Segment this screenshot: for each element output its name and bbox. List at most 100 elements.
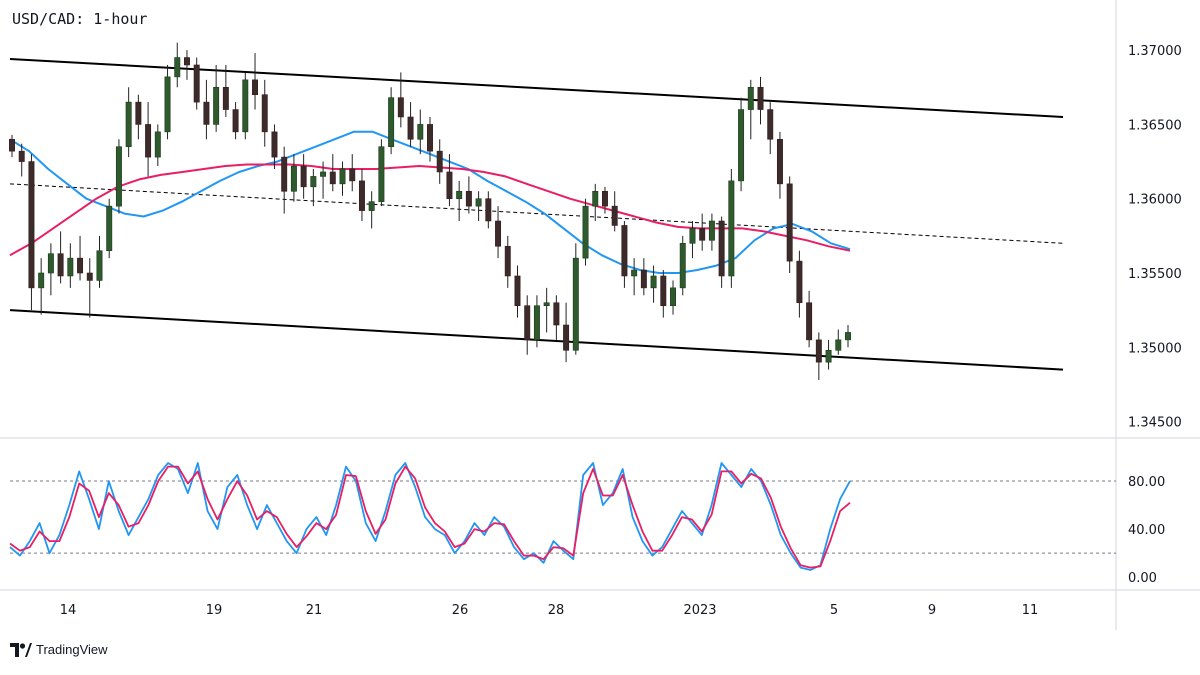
- candle-body: [115, 146, 122, 207]
- candle-body: [9, 138, 15, 152]
- candle-body: [436, 150, 443, 173]
- candle-body: [553, 302, 560, 326]
- candle-body: [572, 257, 579, 351]
- candle-body: [67, 257, 74, 277]
- candle-body: [485, 198, 492, 222]
- date-tick-label: 19: [206, 603, 223, 618]
- candle-body: [776, 138, 783, 185]
- candle-body: [611, 205, 618, 226]
- candle-body: [563, 324, 570, 351]
- candle-body: [368, 201, 375, 211]
- candle-body: [300, 165, 307, 188]
- oscillator-tick-label: 0.00: [1128, 571, 1157, 586]
- candle-body: [456, 190, 463, 200]
- candle-body: [184, 57, 190, 66]
- date-tick-label: 11: [1022, 603, 1039, 618]
- candle-body: [252, 79, 258, 95]
- date-tick-label: 5: [830, 603, 838, 618]
- date-tick-label: 28: [548, 603, 565, 618]
- candle-body: [738, 109, 745, 182]
- candle-body: [465, 190, 472, 207]
- panel-separators: [0, 0, 1200, 630]
- candle-body: [203, 101, 210, 125]
- stochastic-k-line: [9, 462, 851, 571]
- candlesticks: [9, 42, 851, 380]
- oscillator-tick-label: 80.00: [1128, 475, 1165, 490]
- candle-body: [718, 220, 725, 277]
- price-tick-label: 1.35000: [1128, 341, 1182, 356]
- candle-body: [388, 97, 395, 148]
- candle-body: [417, 124, 424, 140]
- candle-body: [145, 124, 152, 158]
- candle-body: [281, 156, 288, 192]
- candle-body: [835, 339, 842, 351]
- candle-body: [349, 168, 356, 182]
- date-tick-label: 9: [928, 603, 936, 618]
- stochastic-oscillator: [9, 462, 851, 571]
- date-tick-label: 2023: [683, 603, 716, 618]
- candle-body: [631, 269, 638, 277]
- brand-name: TradingView: [36, 642, 108, 657]
- candle-body: [747, 86, 754, 110]
- stochastic-d-line: [9, 465, 851, 569]
- candle-body: [845, 332, 851, 341]
- candle-body: [96, 250, 103, 281]
- candle-body: [222, 86, 229, 110]
- candle-body: [174, 57, 181, 78]
- branding-footer: TradingView: [10, 642, 108, 657]
- channel-line: [9, 183, 1064, 244]
- candle-body: [135, 101, 142, 125]
- oscillator-axis-labels: 80.00 40.00 0.00: [1128, 475, 1165, 586]
- candle-body: [86, 272, 93, 281]
- candle-body: [660, 275, 667, 306]
- price-tick-label: 1.36500: [1128, 118, 1182, 133]
- candle-body: [796, 260, 803, 304]
- candle-body: [650, 275, 657, 289]
- candle-body: [757, 86, 764, 110]
- candle-body: [290, 165, 297, 192]
- candle-body: [504, 245, 511, 277]
- candle-body: [164, 76, 171, 133]
- candle-body: [446, 171, 453, 200]
- candle-body: [232, 109, 239, 133]
- candle-body: [640, 269, 647, 289]
- candle-body: [397, 97, 404, 118]
- candle-body: [213, 86, 220, 125]
- price-chart[interactable]: 1.37000 1.36500 1.36000 1.35500 1.35000 1.345…: [0, 0, 1200, 640]
- candle-body: [38, 272, 45, 289]
- candle-body: [18, 150, 25, 162]
- date-tick-label: 26: [452, 603, 469, 618]
- candle-body: [358, 180, 365, 211]
- chart-title: USD/CAD: 1-hour: [12, 10, 147, 28]
- candle-body: [193, 64, 200, 103]
- candle-body: [378, 146, 385, 202]
- candle-body: [427, 124, 433, 152]
- date-tick-label: 14: [60, 603, 77, 618]
- candle-body: [699, 228, 706, 241]
- candle-body: [320, 171, 327, 177]
- candle-body: [825, 349, 832, 363]
- candle-body: [602, 190, 608, 207]
- candle-body: [582, 205, 589, 259]
- oscillator-tick-label: 40.00: [1128, 523, 1165, 538]
- candle-body: [815, 339, 822, 363]
- candle-body: [543, 302, 550, 306]
- candle-body: [242, 79, 249, 133]
- tradingview-logo-icon: [10, 642, 32, 657]
- candle-body: [806, 302, 813, 341]
- candle-body: [47, 253, 54, 274]
- candle-body: [310, 176, 317, 188]
- time-axis-labels: 14 19 21 26 28 2023 5 9 11: [60, 603, 1039, 618]
- candle-body: [339, 168, 346, 185]
- date-tick-label: 21: [306, 603, 323, 618]
- candle-body: [728, 180, 735, 277]
- candle-body: [670, 287, 676, 306]
- price-axis-labels: 1.37000 1.36500 1.36000 1.35500 1.35000 1.345…: [1128, 44, 1182, 430]
- candle-body: [786, 183, 793, 262]
- candle-body: [329, 171, 336, 185]
- price-tick-label: 1.36000: [1128, 193, 1182, 208]
- candle-body: [28, 161, 35, 289]
- candle-body: [125, 101, 132, 148]
- candle-body: [495, 220, 502, 247]
- candle-body: [679, 242, 686, 289]
